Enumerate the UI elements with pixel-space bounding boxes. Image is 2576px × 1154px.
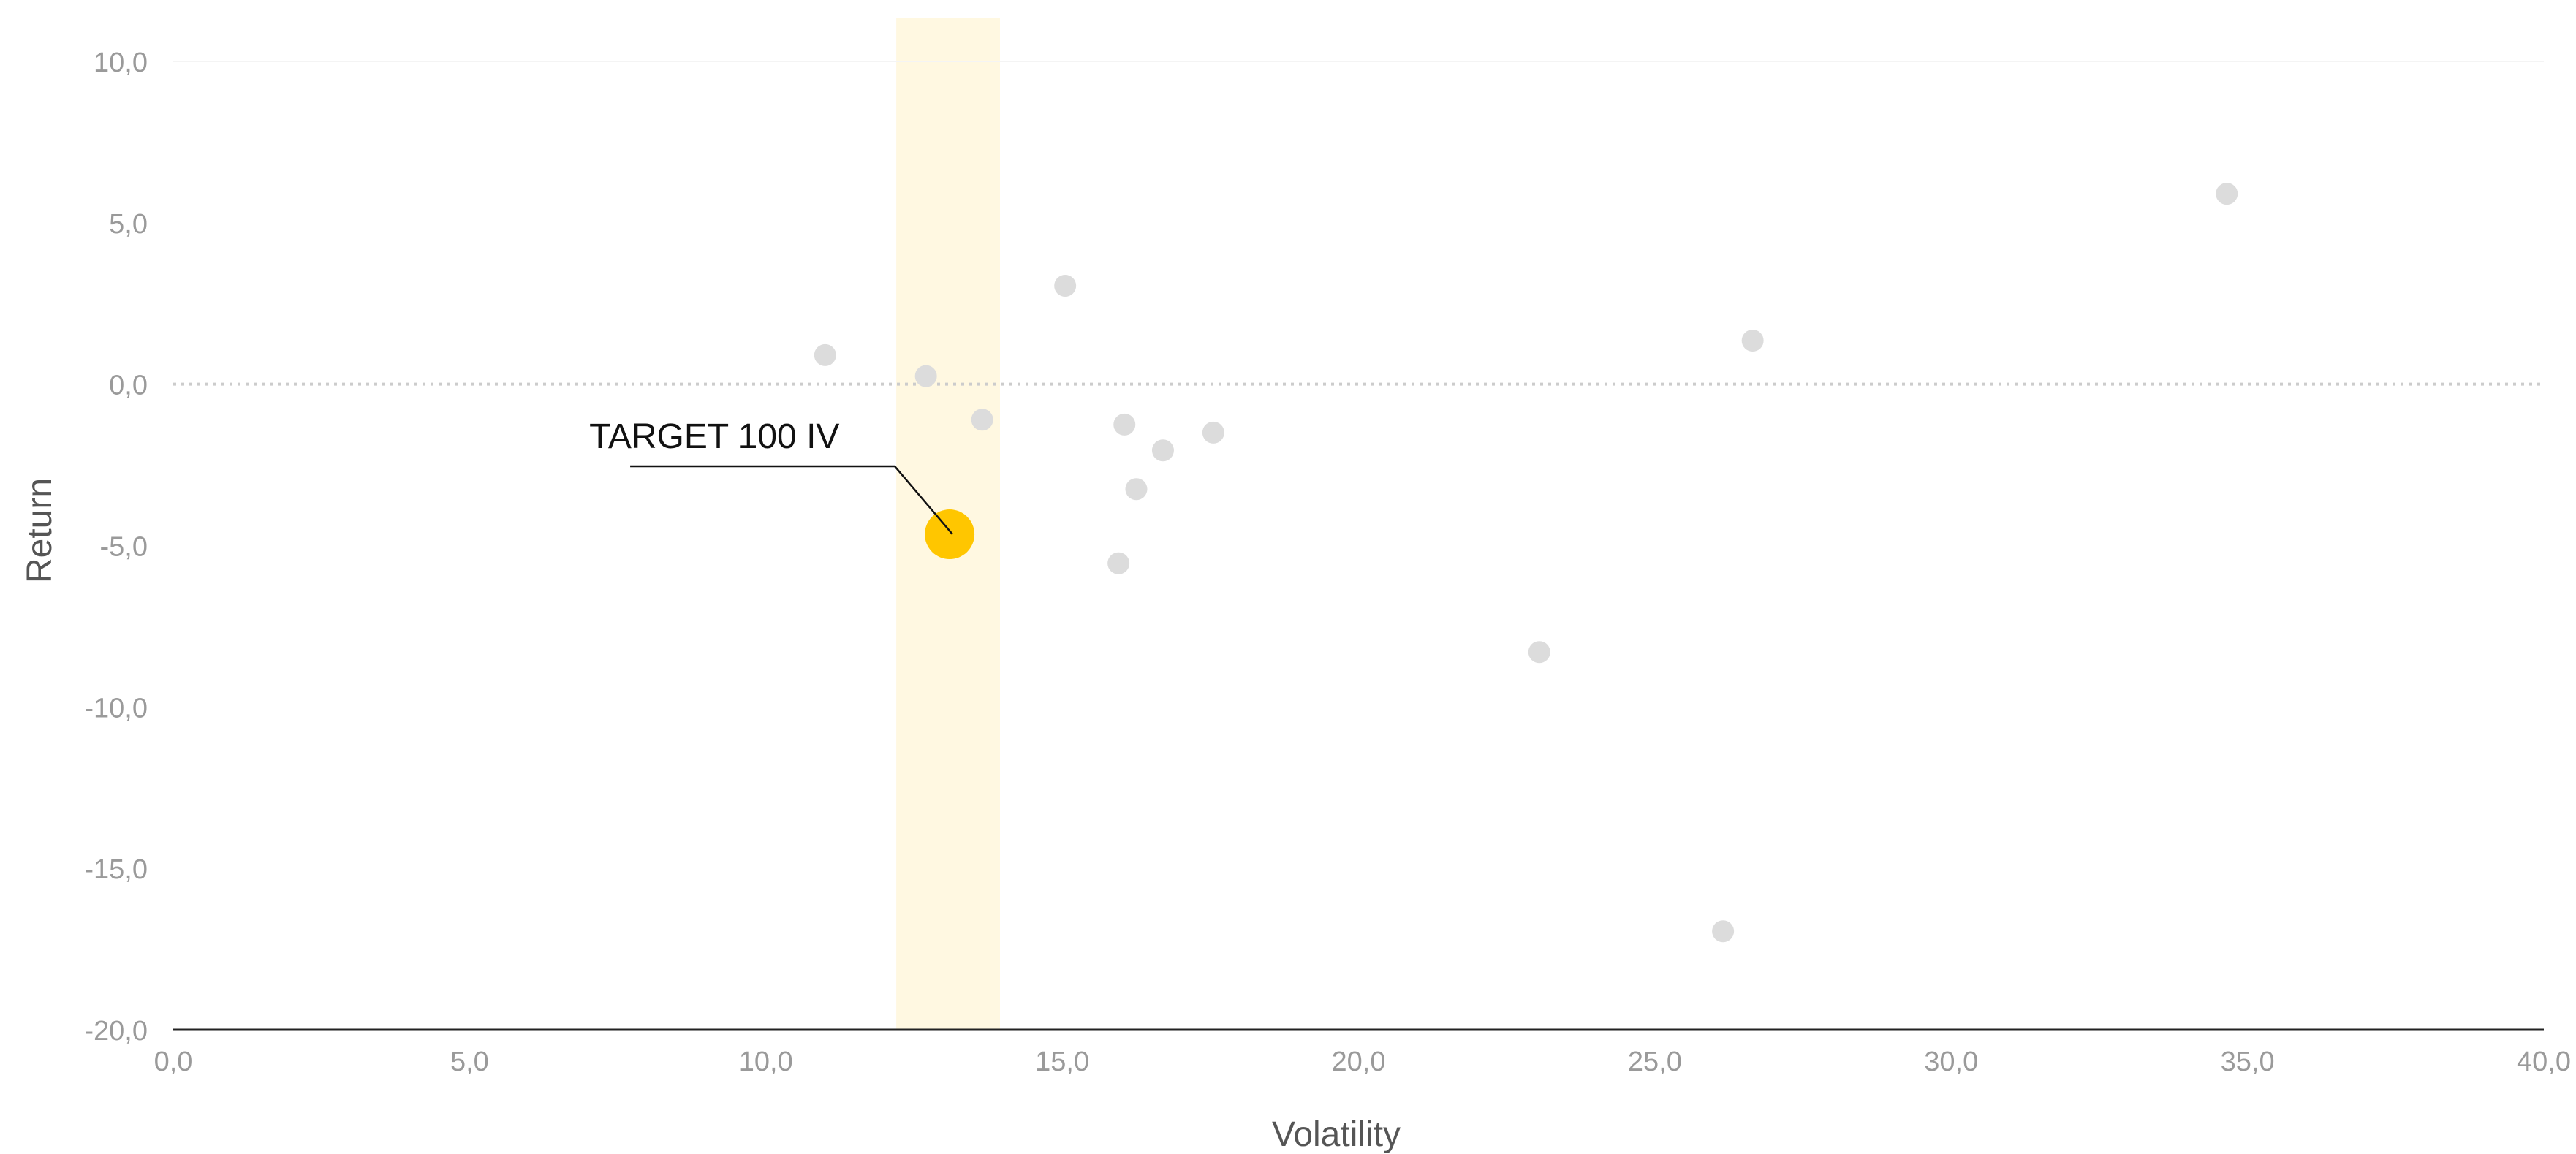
x-tick-label: 25,0 bbox=[1628, 1047, 1682, 1077]
data-point bbox=[1528, 641, 1550, 664]
zero-line-layer bbox=[173, 61, 2544, 386]
y-axis-title: Return bbox=[20, 478, 59, 583]
x-tick-label: 10,0 bbox=[739, 1047, 793, 1077]
data-point bbox=[1054, 274, 1077, 297]
x-tick-label: 35,0 bbox=[2221, 1047, 2275, 1077]
data-point bbox=[1107, 552, 1130, 574]
data-point bbox=[1741, 330, 1764, 352]
x-tick-label: 15,0 bbox=[1035, 1047, 1089, 1077]
annotation-layer: TARGET 100 IV bbox=[589, 417, 975, 560]
data-point bbox=[914, 365, 937, 387]
x-axis-title: Volatility bbox=[1272, 1115, 1401, 1154]
data-point bbox=[1712, 920, 1735, 943]
x-tick-label: 40,0 bbox=[2517, 1047, 2571, 1077]
data-point bbox=[1113, 413, 1136, 436]
y-tick-label: 5,0 bbox=[109, 209, 148, 240]
data-point bbox=[814, 343, 836, 366]
x-tick-label: 30,0 bbox=[1924, 1047, 1978, 1077]
data-point bbox=[971, 409, 993, 431]
data-point bbox=[1125, 478, 1148, 501]
y-tick-label: -5,0 bbox=[100, 532, 148, 563]
data-point bbox=[2216, 183, 2238, 205]
highlight-point-label: TARGET 100 IV bbox=[589, 417, 839, 456]
data-point bbox=[1151, 439, 1174, 462]
x-tick-label: 20,0 bbox=[1332, 1047, 1386, 1077]
annotation-leader-line bbox=[630, 465, 954, 535]
x-tick-label: 0,0 bbox=[154, 1047, 193, 1077]
points-layer bbox=[814, 183, 2238, 943]
data-point bbox=[1202, 421, 1224, 444]
y-tick-label: -20,0 bbox=[84, 1016, 148, 1047]
highlight-point bbox=[925, 509, 975, 560]
y-tick-label: 10,0 bbox=[94, 48, 148, 78]
x-tick-label: 5,0 bbox=[450, 1047, 489, 1077]
y-tick-label: -15,0 bbox=[84, 854, 148, 885]
y-tick-label: -10,0 bbox=[84, 693, 148, 724]
tick-label-layer: 0,0 5,0 10,0 15,0 20,0 25,0 30,0 35,0 40,0 10,0 5,… bbox=[84, 48, 2571, 1077]
y-tick-label: 0,0 bbox=[109, 371, 148, 401]
